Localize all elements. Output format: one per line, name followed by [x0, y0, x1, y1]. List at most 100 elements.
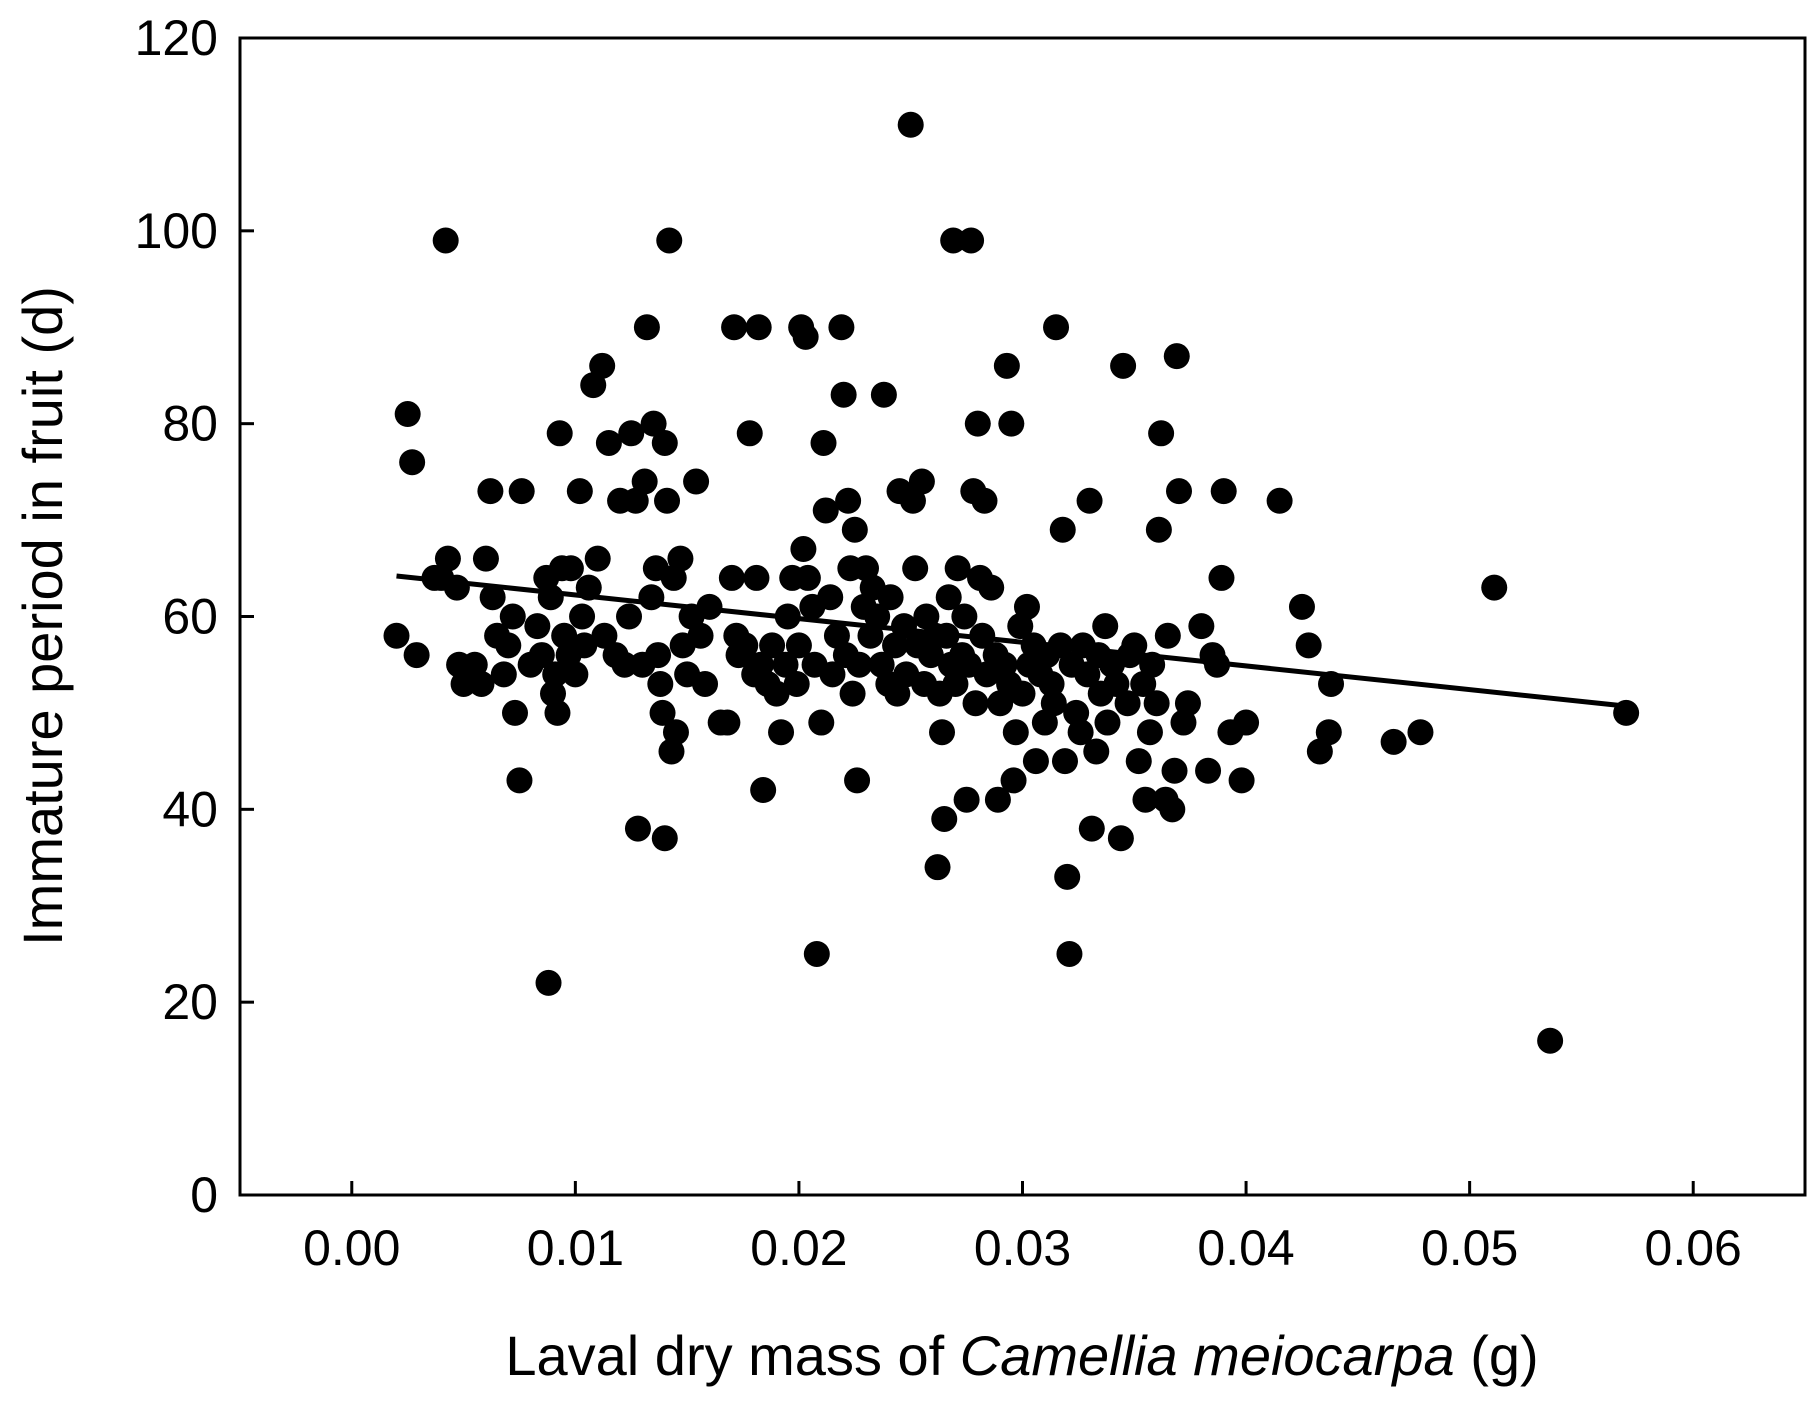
- data-point: [656, 227, 683, 254]
- data-point: [1145, 516, 1172, 543]
- data-point: [810, 429, 837, 456]
- data-point: [1009, 680, 1036, 707]
- data-point: [667, 545, 694, 572]
- data-point: [1054, 863, 1081, 890]
- data-point: [1210, 478, 1237, 505]
- data-point: [1188, 613, 1215, 640]
- data-point: [835, 487, 862, 514]
- data-point: [544, 699, 571, 726]
- data-point: [803, 940, 830, 967]
- data-point: [1148, 420, 1175, 447]
- data-point: [477, 478, 504, 505]
- regression-line: [396, 573, 1627, 709]
- data-point: [864, 603, 891, 630]
- data-point: [687, 622, 714, 649]
- data-point: [1076, 487, 1103, 514]
- data-point: [1056, 940, 1083, 967]
- data-point: [935, 584, 962, 611]
- x-axis-ticks: 0.00 0.01 0.02 0.03 0.04 0.05 0.06: [303, 1181, 1742, 1276]
- data-point: [1083, 738, 1110, 765]
- x-tick-label: 0.05: [1421, 1220, 1518, 1276]
- y-tick-label: 0: [190, 1167, 218, 1223]
- data-point: [647, 670, 674, 697]
- data-point: [1295, 632, 1322, 659]
- y-axis-ticks: 0 20 40 60 80 100 120: [135, 10, 254, 1223]
- data-point: [908, 468, 935, 495]
- data-point: [432, 227, 459, 254]
- data-point: [1000, 767, 1027, 794]
- data-point: [1154, 622, 1181, 649]
- data-point: [591, 622, 618, 649]
- data-point: [537, 584, 564, 611]
- x-tick-label: 0.02: [750, 1220, 847, 1276]
- data-point: [897, 111, 924, 138]
- data-point: [1110, 352, 1137, 379]
- data-point: [1067, 719, 1094, 746]
- data-point: [1208, 564, 1235, 591]
- data-point: [1315, 719, 1342, 746]
- data-point: [931, 805, 958, 832]
- data-point: [662, 719, 689, 746]
- data-point: [1161, 757, 1188, 784]
- y-tick-label: 100: [135, 203, 218, 259]
- data-point: [651, 825, 678, 852]
- data-point: [1159, 796, 1186, 823]
- data-point: [794, 564, 821, 591]
- data-point: [772, 651, 799, 678]
- data-point: [1306, 738, 1333, 765]
- data-point: [718, 564, 745, 591]
- data-point: [817, 584, 844, 611]
- data-point: [631, 468, 658, 495]
- data-point: [808, 709, 835, 736]
- data-point: [506, 767, 533, 794]
- data-point: [633, 314, 660, 341]
- data-point: [1407, 719, 1434, 746]
- data-point: [830, 381, 857, 408]
- data-point: [434, 545, 461, 572]
- data-point: [913, 603, 940, 630]
- data-point: [732, 632, 759, 659]
- data-point: [450, 670, 477, 697]
- data-point: [508, 478, 535, 505]
- data-point: [819, 661, 846, 688]
- data-point: [1174, 690, 1201, 717]
- data-point: [944, 555, 971, 582]
- data-point: [984, 786, 1011, 813]
- data-point: [870, 381, 897, 408]
- data-point: [443, 574, 470, 601]
- data-point: [993, 352, 1020, 379]
- data-point: [1136, 719, 1163, 746]
- data-point: [618, 420, 645, 447]
- data-point: [1228, 767, 1255, 794]
- data-point: [1094, 709, 1121, 736]
- data-point: [998, 410, 1025, 437]
- data-point: [1043, 314, 1070, 341]
- x-tick-label: 0.06: [1645, 1220, 1742, 1276]
- data-point: [846, 651, 873, 678]
- data-point: [828, 314, 855, 341]
- data-point: [759, 632, 786, 659]
- data-point: [962, 690, 989, 717]
- x-axis-title: Laval dry mass of Camellia meiocarpa (g): [505, 1324, 1538, 1387]
- data-point: [495, 632, 522, 659]
- data-point: [557, 555, 584, 582]
- data-point: [535, 969, 562, 996]
- data-point: [692, 670, 719, 697]
- data-point: [841, 516, 868, 543]
- data-point: [569, 603, 596, 630]
- data-point: [399, 449, 426, 476]
- data-point: [958, 227, 985, 254]
- data-point: [479, 584, 506, 611]
- data-point: [1233, 709, 1260, 736]
- data-point: [877, 584, 904, 611]
- data-point: [1163, 343, 1190, 370]
- data-point: [403, 642, 430, 669]
- data-point: [640, 410, 667, 437]
- data-point: [783, 670, 810, 697]
- data-point: [812, 497, 839, 524]
- data-point: [571, 632, 598, 659]
- data-point: [942, 670, 969, 697]
- data-point: [884, 680, 911, 707]
- data-point: [524, 613, 551, 640]
- data-point: [721, 314, 748, 341]
